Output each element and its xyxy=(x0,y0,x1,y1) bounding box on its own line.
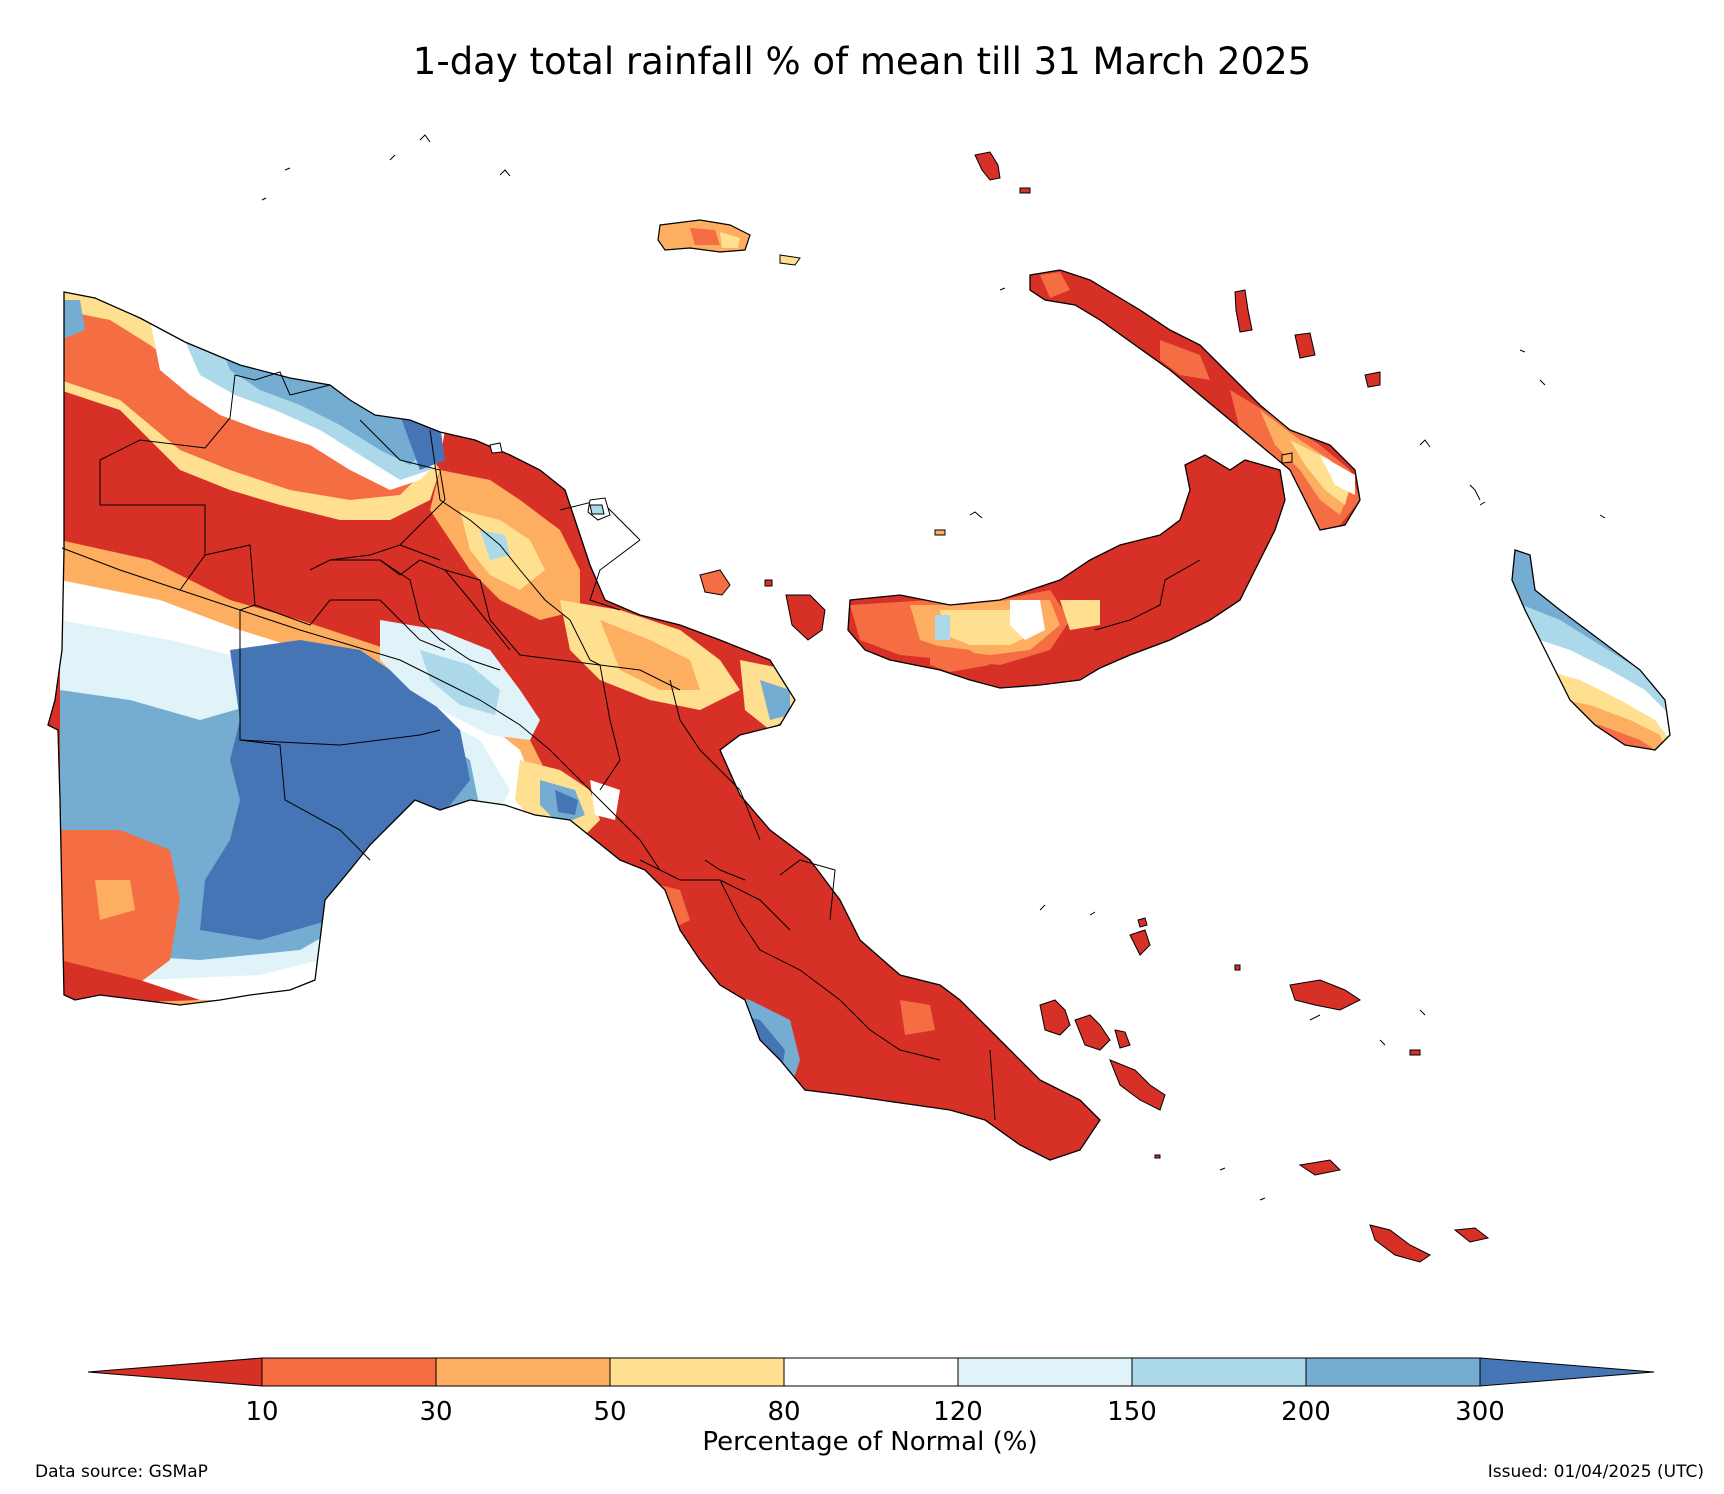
colorbar-segment xyxy=(261,1357,437,1387)
colorbar-segment xyxy=(1305,1357,1481,1387)
small-islands xyxy=(489,151,1490,1263)
colorbar-tick-label: 10 xyxy=(245,1397,278,1427)
colorbar-segment xyxy=(87,1357,263,1387)
issued-date: Issued: 01/04/2025 (UTC) xyxy=(1487,1462,1704,1482)
colorbar-tick-label: 50 xyxy=(593,1397,626,1427)
mainland xyxy=(47,291,1101,1161)
new-britain xyxy=(847,454,1286,689)
map-title: 1-day total rainfall % of mean till 31 M… xyxy=(412,40,1312,83)
colorbar-tick-label: 200 xyxy=(1281,1397,1331,1427)
colorbar-tick-label: 300 xyxy=(1455,1397,1505,1427)
colorbar-segment xyxy=(957,1357,1133,1387)
bougainville xyxy=(1511,549,1671,751)
colorbar-segment xyxy=(1479,1357,1655,1387)
colorbar-tick-label: 30 xyxy=(419,1397,452,1427)
colorbar-title: Percentage of Normal (%) xyxy=(702,1427,1037,1457)
colorbar-segment xyxy=(1131,1357,1307,1387)
colorbar-tick-label: 80 xyxy=(767,1397,800,1427)
province-boundaries xyxy=(61,371,996,1121)
colorbar-segment xyxy=(435,1357,611,1387)
data-source: Data source: GSMaP xyxy=(35,1462,208,1482)
colorbar-segment xyxy=(783,1357,959,1387)
atoll-dots xyxy=(261,134,1606,1201)
colorbar-tick-label: 150 xyxy=(1107,1397,1157,1427)
manus-island xyxy=(657,219,801,266)
colorbar-segment xyxy=(609,1357,785,1387)
colorbar-tick-label: 120 xyxy=(933,1397,983,1427)
colorbar: 10 30 50 80 120 150 200 300 Percentage o… xyxy=(87,1357,1655,1457)
